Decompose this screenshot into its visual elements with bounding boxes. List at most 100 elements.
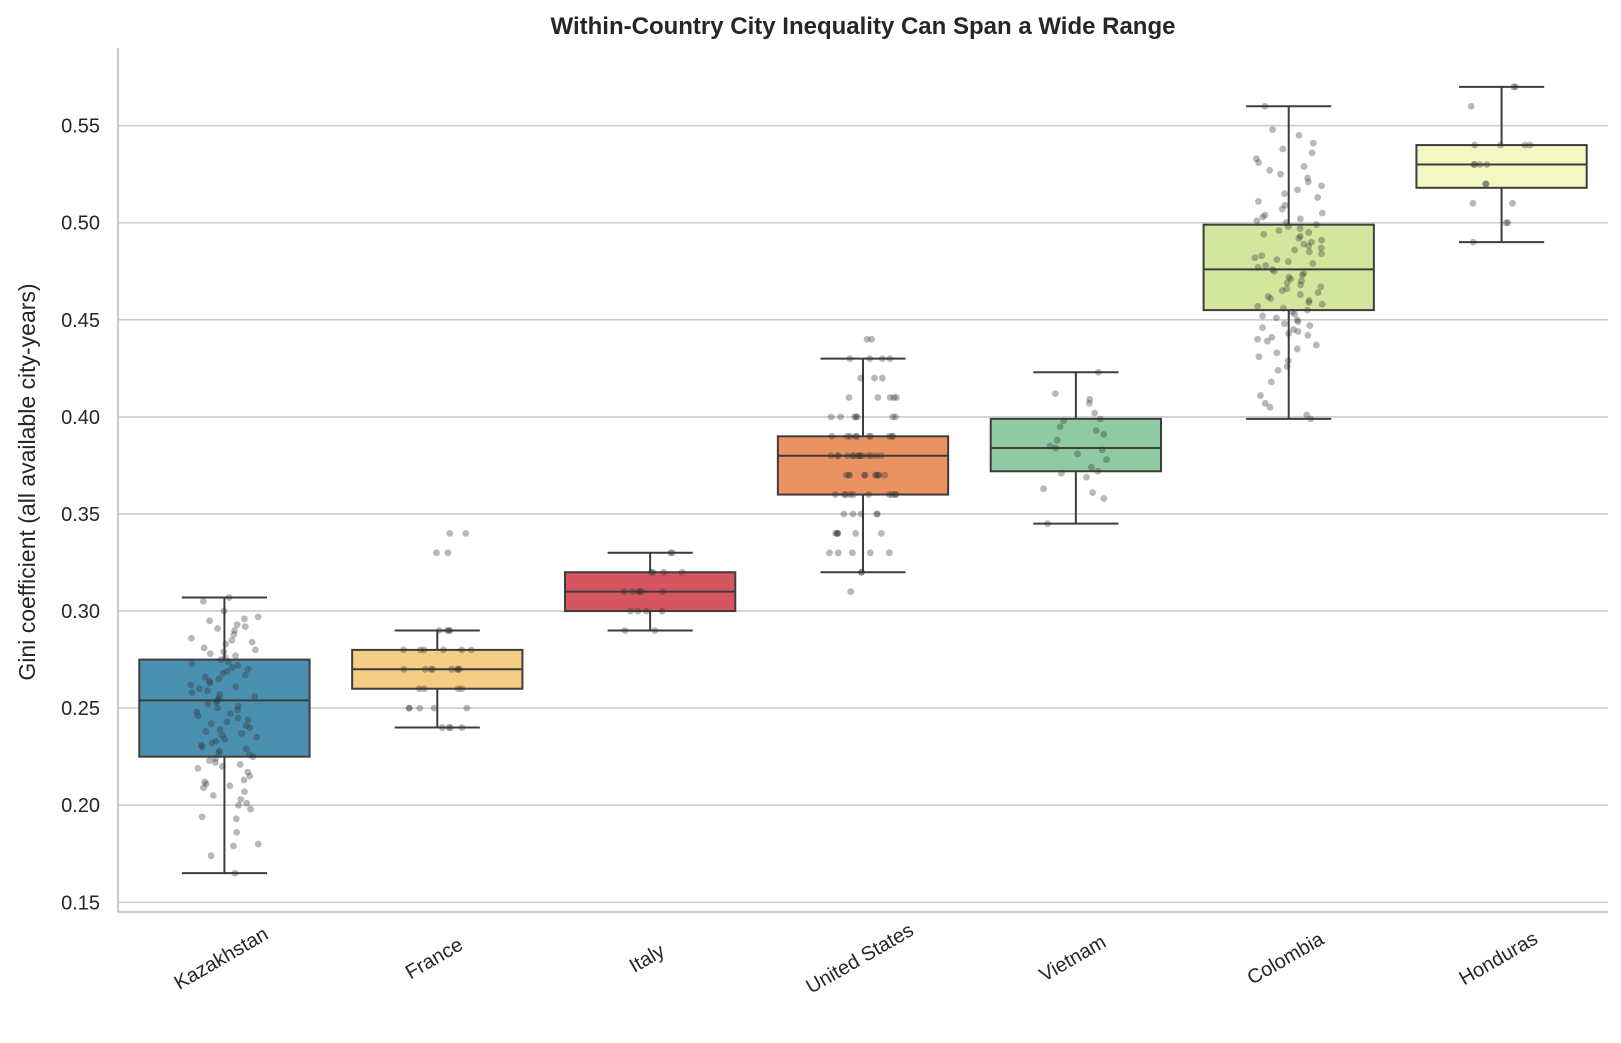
data-point [242, 745, 250, 753]
data-point [1274, 366, 1282, 374]
data-point [861, 471, 869, 479]
data-point [873, 452, 880, 460]
iqr-box [1415, 144, 1588, 189]
data-point [828, 432, 836, 440]
data-point [241, 623, 249, 630]
data-point [232, 683, 240, 691]
data-point [194, 764, 202, 772]
data-point [636, 588, 644, 596]
data-point [658, 607, 666, 615]
data-point [225, 594, 233, 601]
data-point [207, 720, 215, 728]
data-point [1295, 131, 1303, 139]
data-point [865, 491, 872, 498]
data-point [881, 471, 889, 479]
data-point [429, 665, 436, 673]
data-point [846, 355, 854, 363]
data-point [1300, 240, 1308, 248]
data-point [251, 646, 259, 654]
data-point [219, 762, 226, 770]
data-point [445, 724, 453, 731]
data-point [888, 491, 896, 498]
data-point [1285, 223, 1292, 231]
box-kazakhstan [138, 596, 311, 875]
data-point [204, 687, 211, 695]
data-point [1294, 318, 1302, 326]
data-point [417, 646, 424, 654]
data-point [1288, 308, 1296, 316]
data-point [1293, 316, 1301, 324]
data-point [1056, 423, 1064, 431]
data-point [651, 627, 659, 634]
data-point [230, 842, 237, 850]
data-point [1273, 256, 1281, 264]
data-point [1283, 363, 1291, 370]
data-point [660, 568, 668, 576]
data-point [1263, 337, 1271, 345]
data-point [244, 716, 252, 724]
data-point [1096, 415, 1104, 423]
data-point [201, 778, 209, 786]
data-point [220, 607, 228, 615]
data-point [659, 588, 667, 596]
data-point [834, 452, 842, 460]
data-point [1086, 396, 1094, 403]
data-point [217, 656, 225, 663]
points-vietnam [1040, 368, 1110, 528]
data-point [446, 627, 454, 634]
data-point [202, 780, 210, 788]
data-point [1257, 392, 1264, 399]
data-point [1291, 246, 1299, 254]
data-point [454, 685, 462, 693]
data-point [246, 724, 254, 731]
data-point [1483, 161, 1491, 168]
data-point [230, 630, 238, 638]
data-point [1299, 271, 1306, 279]
data-point [1058, 469, 1065, 477]
data-point [861, 471, 869, 479]
data-point [1089, 489, 1096, 497]
data-point [188, 689, 196, 697]
data-point [1283, 285, 1291, 293]
data-point [1509, 199, 1516, 207]
data-point [885, 491, 893, 498]
data-point [1254, 197, 1262, 205]
data-point [877, 529, 885, 537]
data-point [1295, 234, 1303, 242]
data-point [224, 658, 232, 665]
data-point [1303, 411, 1311, 419]
data-point [1467, 102, 1475, 110]
y-tick-label: 0.40 [61, 407, 100, 429]
data-point [621, 627, 629, 634]
data-point [849, 510, 857, 518]
data-point [668, 549, 676, 557]
data-point [844, 452, 851, 460]
data-point [827, 452, 835, 460]
data-point [444, 549, 452, 557]
data-point [678, 568, 686, 576]
data-point [443, 627, 451, 634]
data-point [1296, 215, 1304, 223]
data-point [1254, 302, 1262, 310]
data-point [1085, 399, 1093, 407]
data-point [1264, 293, 1272, 300]
data-point [852, 529, 859, 537]
data-point [197, 741, 205, 749]
data-point [849, 549, 856, 557]
y-tick-label: 0.55 [61, 116, 100, 138]
data-point [1259, 312, 1267, 320]
data-point [1281, 201, 1289, 209]
data-point [891, 491, 899, 498]
points-honduras [1467, 83, 1534, 246]
data-point [467, 646, 475, 654]
data-point [206, 617, 214, 625]
data-point [1044, 520, 1052, 528]
data-point [1318, 209, 1326, 217]
data-point [1261, 102, 1269, 110]
data-point [1300, 163, 1308, 170]
data-point [1083, 473, 1090, 481]
data-point [1305, 297, 1313, 304]
data-point [1293, 345, 1301, 353]
axis-layer [116, 48, 1608, 914]
data-point [875, 471, 882, 479]
